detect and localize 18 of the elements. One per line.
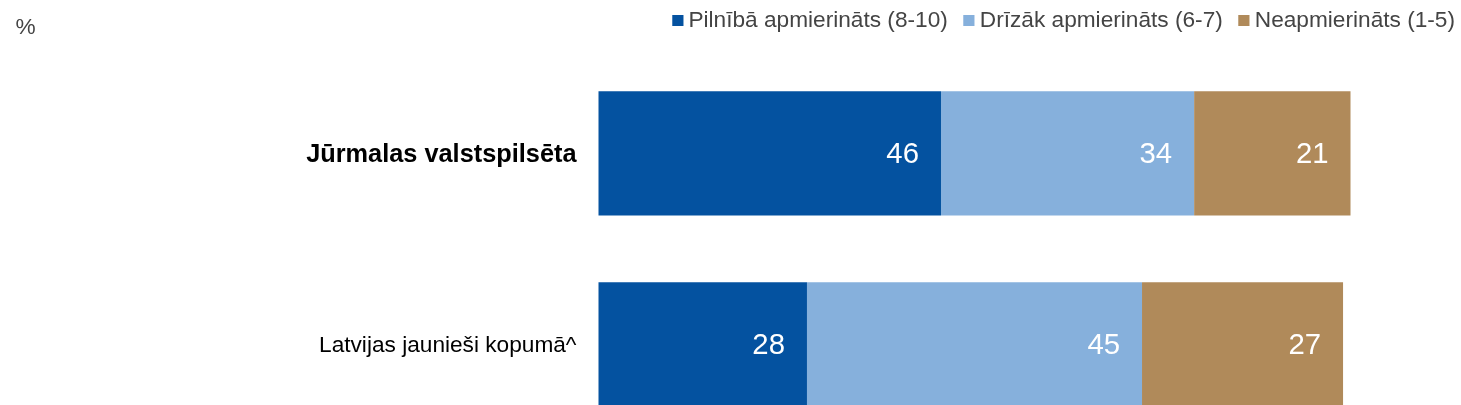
bar bbox=[598, 282, 807, 405]
bar bbox=[1194, 91, 1351, 216]
bar bbox=[941, 91, 1195, 216]
bar bbox=[1142, 282, 1344, 405]
text: % bbox=[15, 12, 36, 39]
y-tick-label: Latvijas jaunieši kopumā^ bbox=[319, 331, 577, 358]
y-tick-label: Jūrmalas valstspilsēta bbox=[306, 139, 578, 168]
bar bbox=[806, 282, 1143, 405]
data-label: 46 bbox=[886, 136, 919, 170]
legend-label: Pilnībā apmierināts (8-10) bbox=[688, 6, 948, 33]
bar bbox=[598, 91, 941, 216]
legend-label: Drīzāk apmierināts (6-7) bbox=[979, 6, 1223, 33]
data-label: 28 bbox=[752, 327, 785, 361]
data-label: 45 bbox=[1087, 327, 1121, 361]
data-label: 27 bbox=[1288, 327, 1322, 361]
data-label: 21 bbox=[1295, 136, 1329, 170]
data-label: 34 bbox=[1139, 136, 1173, 170]
legend-label: Neapmierināts (1-5) bbox=[1254, 6, 1455, 33]
